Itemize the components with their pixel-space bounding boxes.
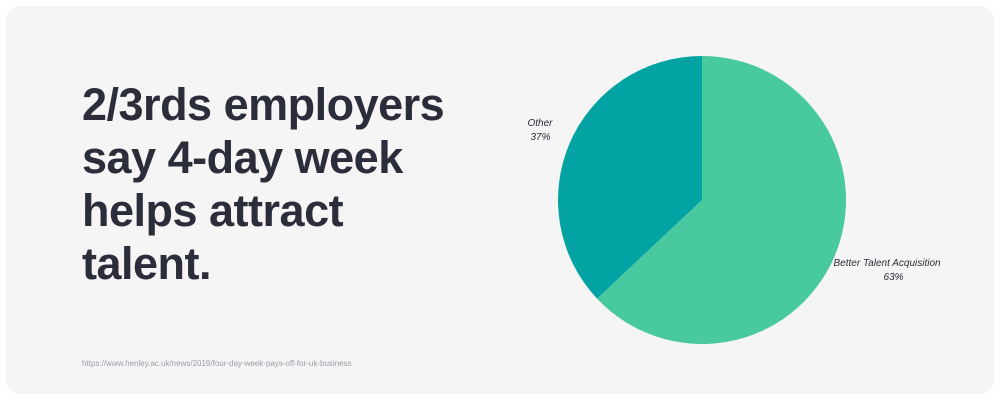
pie-slice-better-talent-acquisition <box>597 56 847 344</box>
headline-line-3: helps attract <box>82 185 344 236</box>
slice-label-other: Other <box>527 118 553 129</box>
slice-percent-better-talent-acquisition: 63% <box>884 272 904 283</box>
source-url: https://www.henley.ac.uk/news/2019/four-… <box>82 359 352 368</box>
headline-line-4: talent. <box>82 238 212 289</box>
slice-label-better-talent-acquisition: Better Talent Acquisition <box>834 258 942 269</box>
slice-percent-other: 37% <box>530 132 550 143</box>
headline-line-2: say 4-day week <box>82 132 403 183</box>
pie-slice-other <box>558 55 702 299</box>
headline-line-1: 2/3rds employers <box>82 79 445 130</box>
headline: 2/3rds employers say 4-day week helps at… <box>82 78 512 290</box>
